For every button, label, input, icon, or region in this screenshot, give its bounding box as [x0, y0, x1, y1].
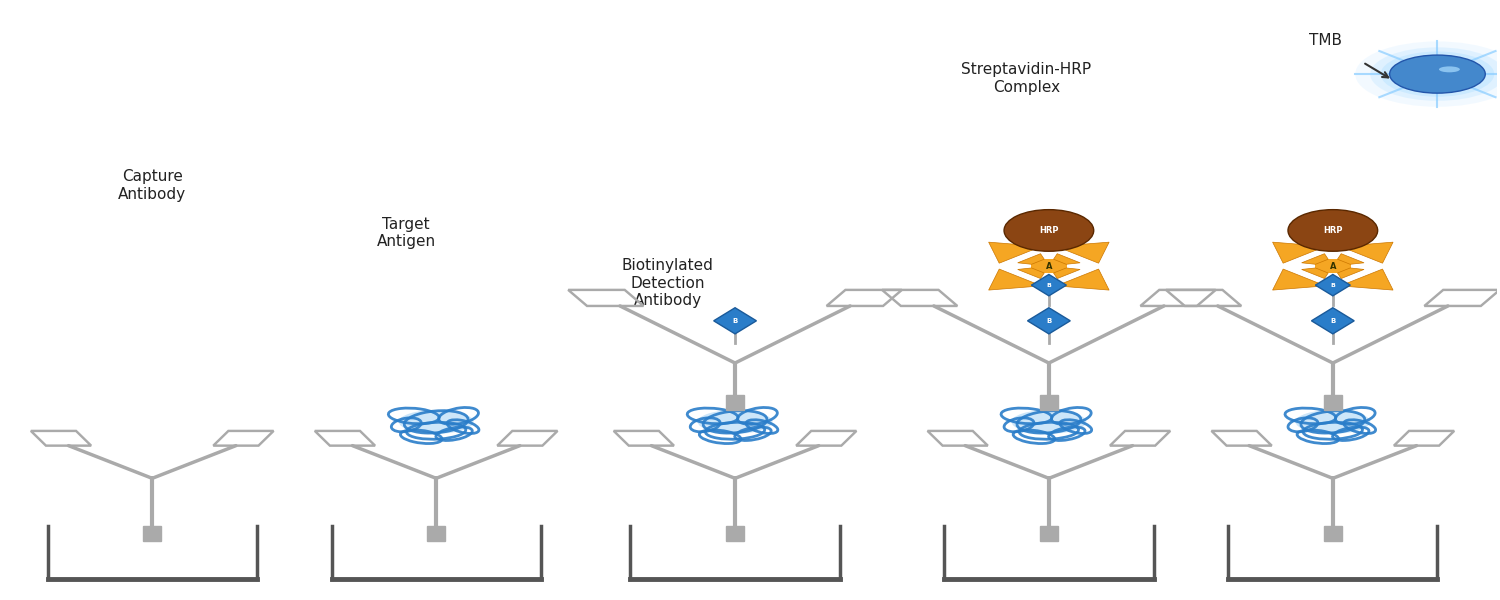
Polygon shape: [1340, 269, 1394, 290]
Bar: [1030, 259, 1066, 273]
Polygon shape: [714, 308, 756, 334]
Ellipse shape: [1288, 209, 1377, 251]
Polygon shape: [1302, 254, 1328, 264]
Polygon shape: [1311, 308, 1354, 334]
Bar: [1324, 395, 1342, 410]
Text: Streptavidin-HRP
Complex: Streptavidin-HRP Complex: [962, 62, 1092, 95]
Polygon shape: [1056, 242, 1108, 263]
Circle shape: [1389, 55, 1485, 93]
Polygon shape: [1338, 268, 1364, 278]
Text: HRP: HRP: [1323, 226, 1342, 235]
Text: Target
Antigen: Target Antigen: [376, 217, 436, 249]
Bar: [1040, 395, 1058, 410]
Circle shape: [1370, 47, 1500, 101]
Text: B: B: [1330, 318, 1335, 324]
Ellipse shape: [1296, 410, 1370, 434]
Polygon shape: [1272, 242, 1326, 263]
Bar: [1316, 259, 1352, 273]
Polygon shape: [1017, 268, 1044, 278]
Ellipse shape: [1004, 209, 1094, 251]
Circle shape: [1380, 52, 1494, 97]
Ellipse shape: [1011, 410, 1086, 434]
Bar: [1324, 526, 1342, 541]
Text: Biotinylated
Detection
Antibody: Biotinylated Detection Antibody: [622, 259, 714, 308]
Text: B: B: [732, 318, 738, 324]
Ellipse shape: [698, 410, 772, 434]
Polygon shape: [988, 242, 1041, 263]
Polygon shape: [988, 269, 1041, 290]
Polygon shape: [1056, 269, 1108, 290]
Polygon shape: [1028, 308, 1071, 334]
Polygon shape: [1272, 269, 1326, 290]
Bar: [726, 526, 744, 541]
Polygon shape: [1338, 254, 1364, 264]
Polygon shape: [1017, 254, 1044, 264]
Bar: [144, 526, 160, 541]
Ellipse shape: [399, 410, 474, 434]
Text: A: A: [1046, 262, 1052, 271]
Text: Capture
Antibody: Capture Antibody: [118, 169, 186, 202]
Text: TMB: TMB: [1310, 32, 1342, 47]
Text: HRP: HRP: [1040, 226, 1059, 235]
Polygon shape: [1302, 268, 1328, 278]
Bar: [726, 395, 744, 410]
Polygon shape: [1340, 242, 1394, 263]
Text: B: B: [1047, 318, 1052, 324]
Text: B: B: [1330, 283, 1335, 287]
Text: B: B: [1047, 283, 1052, 287]
Polygon shape: [1032, 274, 1066, 296]
Circle shape: [1356, 41, 1500, 107]
Polygon shape: [1053, 254, 1080, 264]
Bar: [427, 526, 445, 541]
Text: A: A: [1329, 262, 1336, 271]
Polygon shape: [1316, 274, 1350, 296]
Bar: [1040, 526, 1058, 541]
Ellipse shape: [1438, 67, 1460, 73]
Polygon shape: [1053, 268, 1080, 278]
